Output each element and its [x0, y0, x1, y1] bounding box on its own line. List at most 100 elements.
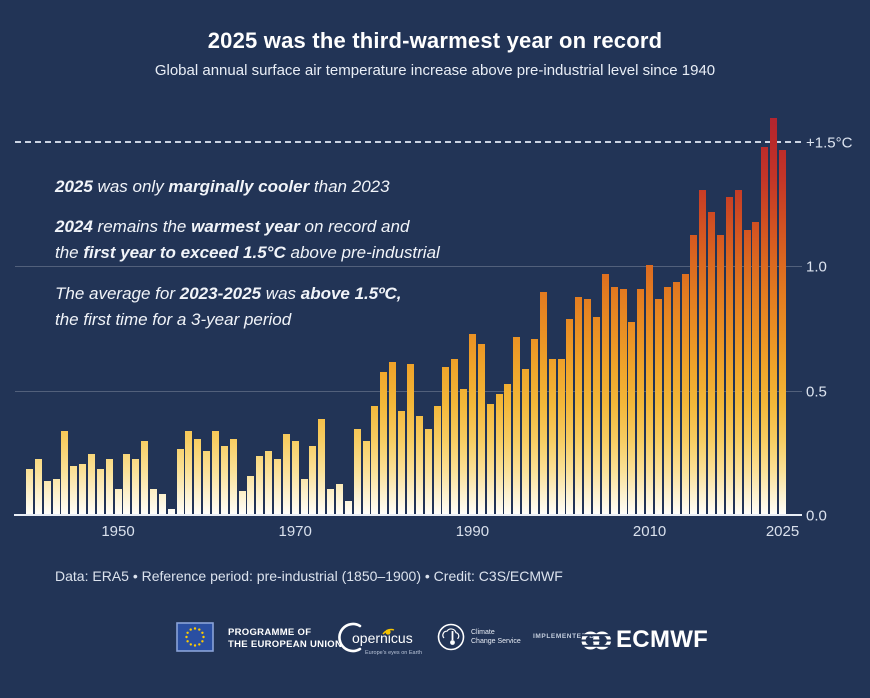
bar-2015	[690, 235, 698, 516]
copernicus-icon: opernicus Europe's eyes on Earth	[338, 622, 422, 656]
bar-2004	[592, 317, 600, 516]
climate-service-label: Climate Change Service	[471, 629, 521, 645]
bar-1952	[132, 459, 140, 516]
bar-2006	[610, 287, 618, 516]
ecmwf-icon	[581, 631, 612, 649]
bar-1963	[229, 439, 237, 516]
bar-2000	[557, 359, 565, 516]
y-tick-1.0: 1.0	[806, 258, 827, 276]
bar-1943	[52, 479, 60, 516]
bar-1982	[398, 411, 405, 516]
annotation-3yr-average: The average for 2023-2025 was above 1.5º…	[55, 284, 402, 329]
climate-change-service-logo: Climate Change Service	[435, 621, 521, 653]
bar-1958	[185, 431, 193, 516]
eu-programme-label: PROGRAMME OF THE EUROPEAN UNION	[228, 627, 343, 650]
bar-1946	[79, 464, 87, 516]
bar-2018	[717, 235, 724, 516]
bar-2010	[646, 265, 654, 516]
bar-2023	[761, 147, 769, 516]
bar-2011	[655, 299, 662, 516]
bar-1993	[495, 394, 503, 516]
bar-1995	[513, 337, 521, 516]
climate-service-icon	[437, 623, 465, 651]
page-title: 2025 was the third-warmest year on recor…	[207, 28, 663, 53]
bar-1960	[203, 451, 211, 516]
bar-2022	[752, 222, 760, 516]
bar-1999	[548, 359, 556, 516]
bar-1972	[309, 446, 317, 516]
x-tick-1970: 1970	[278, 523, 312, 540]
bar-2012	[663, 287, 671, 516]
bar-1951	[123, 454, 131, 516]
threshold-line-1p5c	[15, 141, 803, 143]
annotation-2025-cooler: 2025 was only marginally cooler than 202…	[55, 177, 390, 196]
bar-1940	[25, 469, 33, 516]
x-tick-1990: 1990	[455, 523, 490, 540]
bar-1990	[468, 334, 476, 516]
bar-1973	[318, 419, 326, 516]
x-tick-2025: 2025	[765, 523, 800, 540]
bar-1959	[194, 439, 202, 516]
bar-1965	[247, 476, 255, 516]
bar-1967	[265, 451, 273, 516]
bar-1966	[256, 456, 264, 516]
bar-2025	[779, 150, 786, 516]
bar-1991	[477, 344, 485, 516]
bar-1979	[371, 406, 379, 516]
bar-1976	[344, 501, 352, 516]
bar-1974	[327, 489, 335, 516]
bar-2005	[601, 274, 609, 516]
bar-1975	[336, 484, 343, 516]
bar-1970	[291, 441, 299, 516]
ecmwf-wordmark: ECMWF	[616, 626, 709, 653]
bar-1954	[149, 489, 157, 516]
bar-1950	[114, 489, 122, 516]
bar-1949	[105, 459, 113, 516]
bar-1988	[451, 359, 459, 516]
bar-1985	[424, 429, 432, 516]
bar-1996	[522, 369, 530, 516]
bar-1945	[70, 466, 78, 516]
bar-2007	[619, 289, 627, 516]
bar-1948	[96, 469, 104, 516]
bar-1968	[274, 459, 281, 516]
bar-2024	[770, 118, 778, 516]
y-tick-0.0: 0.0	[806, 507, 827, 525]
bar-2019	[725, 197, 733, 516]
annotation-2024-warmest: 2024 remains the warmest year on record …	[55, 217, 440, 262]
bar-2003	[584, 299, 592, 516]
y-tick-0.5: 0.5	[806, 383, 827, 401]
copernicus-logo: opernicus Europe's eyes on Earth	[335, 619, 430, 662]
x-tick-1950: 1950	[101, 523, 135, 540]
bar-1978	[362, 441, 370, 516]
page-subtitle: Global annual surface air temperature in…	[154, 62, 716, 79]
bar-1997	[530, 339, 538, 516]
bar-1998	[539, 292, 547, 516]
bar-1983	[406, 364, 414, 516]
bar-1953	[141, 441, 149, 516]
bar-1947	[87, 454, 95, 516]
ecmwf-logo: ECMWF	[581, 626, 708, 654]
bar-1961	[212, 431, 219, 516]
bar-1992	[486, 404, 494, 516]
svg-text:opernicus: opernicus	[352, 630, 413, 646]
bar-1971	[300, 479, 308, 516]
bar-2013	[672, 282, 680, 516]
bar-1942	[43, 481, 51, 516]
bar-2009	[637, 289, 645, 516]
eu-flag-logo	[176, 622, 214, 657]
bar-1957	[176, 449, 184, 516]
bar-1944	[61, 431, 69, 516]
bar-1962	[220, 446, 228, 516]
bar-2014	[681, 274, 689, 516]
bar-1980	[380, 372, 388, 516]
bar-1994	[504, 384, 512, 516]
bar-2002	[575, 297, 583, 516]
bar-1964	[238, 491, 246, 516]
bar-1987	[442, 367, 450, 516]
x-tick-2010: 2010	[632, 523, 667, 540]
data-credit-line: Data: ERA5 • Reference period: pre-indus…	[55, 568, 563, 584]
bar-1955	[158, 494, 166, 516]
bar-2008	[628, 322, 636, 516]
